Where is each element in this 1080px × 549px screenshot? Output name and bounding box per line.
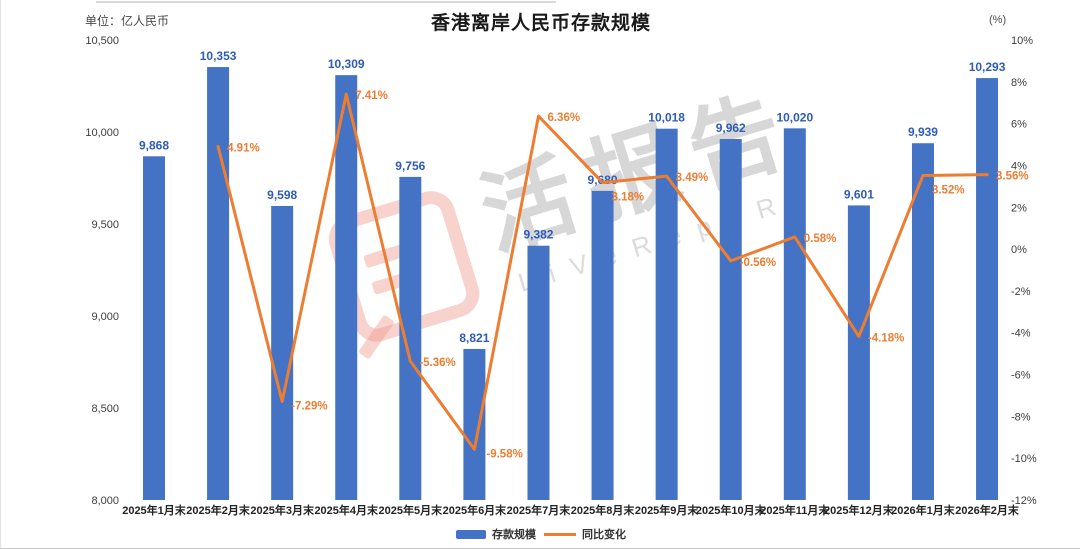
category-label: 2025年6月末 bbox=[443, 503, 508, 517]
bar-value-label: 9,382 bbox=[523, 228, 553, 242]
right-axis-tick-label: -10% bbox=[1011, 453, 1037, 465]
left-axis-unit-label: 单位：亿人民币 bbox=[85, 14, 170, 28]
chart-legend: 存款规模 同比变化 bbox=[1, 526, 1080, 542]
bar-deposits bbox=[271, 205, 294, 500]
category-label: 2025年5月末 bbox=[379, 503, 444, 517]
category-label: 2026年1月末 bbox=[891, 503, 956, 517]
category-label: 2025年11月末 bbox=[760, 503, 830, 517]
right-axis-tick-label: -6% bbox=[1011, 370, 1031, 382]
bar-value-label: 10,293 bbox=[969, 60, 1006, 74]
bar-value-label: 10,018 bbox=[648, 111, 685, 125]
category-label: 2025年4月末 bbox=[314, 503, 379, 517]
bar-deposits bbox=[976, 78, 999, 500]
line-value-label: 0.58% bbox=[804, 233, 837, 245]
legend-label-yoy: 同比变化 bbox=[582, 529, 626, 541]
category-label: 2025年8月末 bbox=[571, 503, 636, 517]
line-value-label: -9.58% bbox=[486, 448, 522, 460]
category-label: 2025年7月末 bbox=[507, 503, 572, 517]
bar-value-label: 8,821 bbox=[459, 331, 489, 345]
chart-title: 香港离岸人民币存款规模 bbox=[430, 13, 651, 34]
bar-deposits bbox=[143, 156, 165, 500]
right-axis-tick-label: 10% bbox=[1011, 35, 1033, 47]
legend-label-deposits: 存款规模 bbox=[492, 529, 536, 541]
bar-value-label: 10,020 bbox=[776, 110, 813, 124]
bar-deposits bbox=[719, 138, 742, 500]
line-value-label: 3.56% bbox=[996, 171, 1029, 183]
top-divider bbox=[96, 1, 556, 3]
bar-series-swatch-icon bbox=[456, 529, 486, 539]
left-axis-tick-label: 10,500 bbox=[85, 35, 119, 47]
right-axis-tick-label: -2% bbox=[1011, 286, 1031, 298]
bar-value-label: 10,309 bbox=[328, 57, 365, 71]
left-axis-tick-label: 8,500 bbox=[91, 403, 119, 415]
right-axis-unit-label: (%) bbox=[989, 14, 1007, 26]
bar-deposits bbox=[847, 205, 870, 500]
line-value-label: -0.56% bbox=[740, 257, 776, 269]
bar-value-label: 9,962 bbox=[716, 121, 746, 135]
left-axis-tick-label: 10,000 bbox=[85, 127, 119, 139]
line-value-label: -4.18% bbox=[868, 332, 904, 344]
line-value-label: 6.36% bbox=[547, 112, 580, 124]
line-value-label: -5.36% bbox=[419, 357, 455, 369]
line-value-label: 7.41% bbox=[355, 90, 388, 102]
bar-value-label: 9,868 bbox=[139, 138, 169, 152]
right-axis-tick-label: -12% bbox=[1011, 495, 1037, 507]
bar-value-label: 9,598 bbox=[267, 188, 297, 202]
category-label: 2025年2月末 bbox=[186, 503, 251, 517]
right-axis-tick-label: -8% bbox=[1011, 411, 1031, 423]
line-value-label: 3.49% bbox=[676, 172, 709, 184]
legend-item-yoy: 同比变化 bbox=[544, 526, 626, 542]
right-axis-tick-label: 0% bbox=[1011, 244, 1027, 256]
bar-value-label: 9,680 bbox=[588, 173, 618, 187]
legend-item-deposits: 存款规模 bbox=[456, 526, 536, 542]
line-value-label: 3.18% bbox=[612, 192, 645, 204]
bar-deposits bbox=[591, 190, 614, 500]
left-axis-tick-label: 8,000 bbox=[91, 495, 119, 507]
bar-deposits bbox=[911, 143, 934, 500]
category-label: 2025年12月末 bbox=[824, 503, 895, 517]
right-axis-tick-label: 2% bbox=[1011, 202, 1027, 214]
left-axis-tick-label: 9,500 bbox=[91, 219, 119, 231]
line-value-label: 3.52% bbox=[932, 184, 965, 196]
line-yoy-change bbox=[216, 92, 989, 451]
bar-value-label: 9,939 bbox=[908, 125, 938, 139]
bar-value-label: 9,601 bbox=[844, 187, 874, 201]
category-label: 2026年2月末 bbox=[955, 503, 1020, 517]
right-axis-tick-label: -4% bbox=[1011, 328, 1031, 340]
bar-deposits bbox=[655, 128, 678, 501]
bar-deposits bbox=[527, 245, 550, 500]
left-axis-tick-label: 9,000 bbox=[91, 311, 119, 323]
right-axis-tick-label: 8% bbox=[1011, 77, 1027, 89]
bar-value-label: 10,353 bbox=[200, 49, 237, 63]
line-value-label: -7.29% bbox=[291, 401, 327, 413]
category-label: 2025年1月末 bbox=[122, 503, 187, 517]
bar-deposits bbox=[463, 348, 486, 500]
category-label: 2025年9月末 bbox=[635, 503, 700, 517]
category-label: 2025年10月末 bbox=[696, 503, 767, 517]
bar-deposits bbox=[783, 128, 806, 500]
category-label: 2025年3月末 bbox=[250, 503, 315, 517]
bar-deposits bbox=[335, 75, 358, 501]
line-value-label: 4.91% bbox=[227, 142, 260, 154]
bar-value-label: 9,756 bbox=[395, 159, 425, 173]
right-axis-tick-label: 6% bbox=[1011, 119, 1027, 131]
bar-deposits bbox=[207, 67, 230, 500]
bar-deposits bbox=[399, 176, 422, 500]
right-axis-tick-label: 4% bbox=[1011, 160, 1027, 172]
line-series-swatch-icon bbox=[544, 532, 576, 536]
